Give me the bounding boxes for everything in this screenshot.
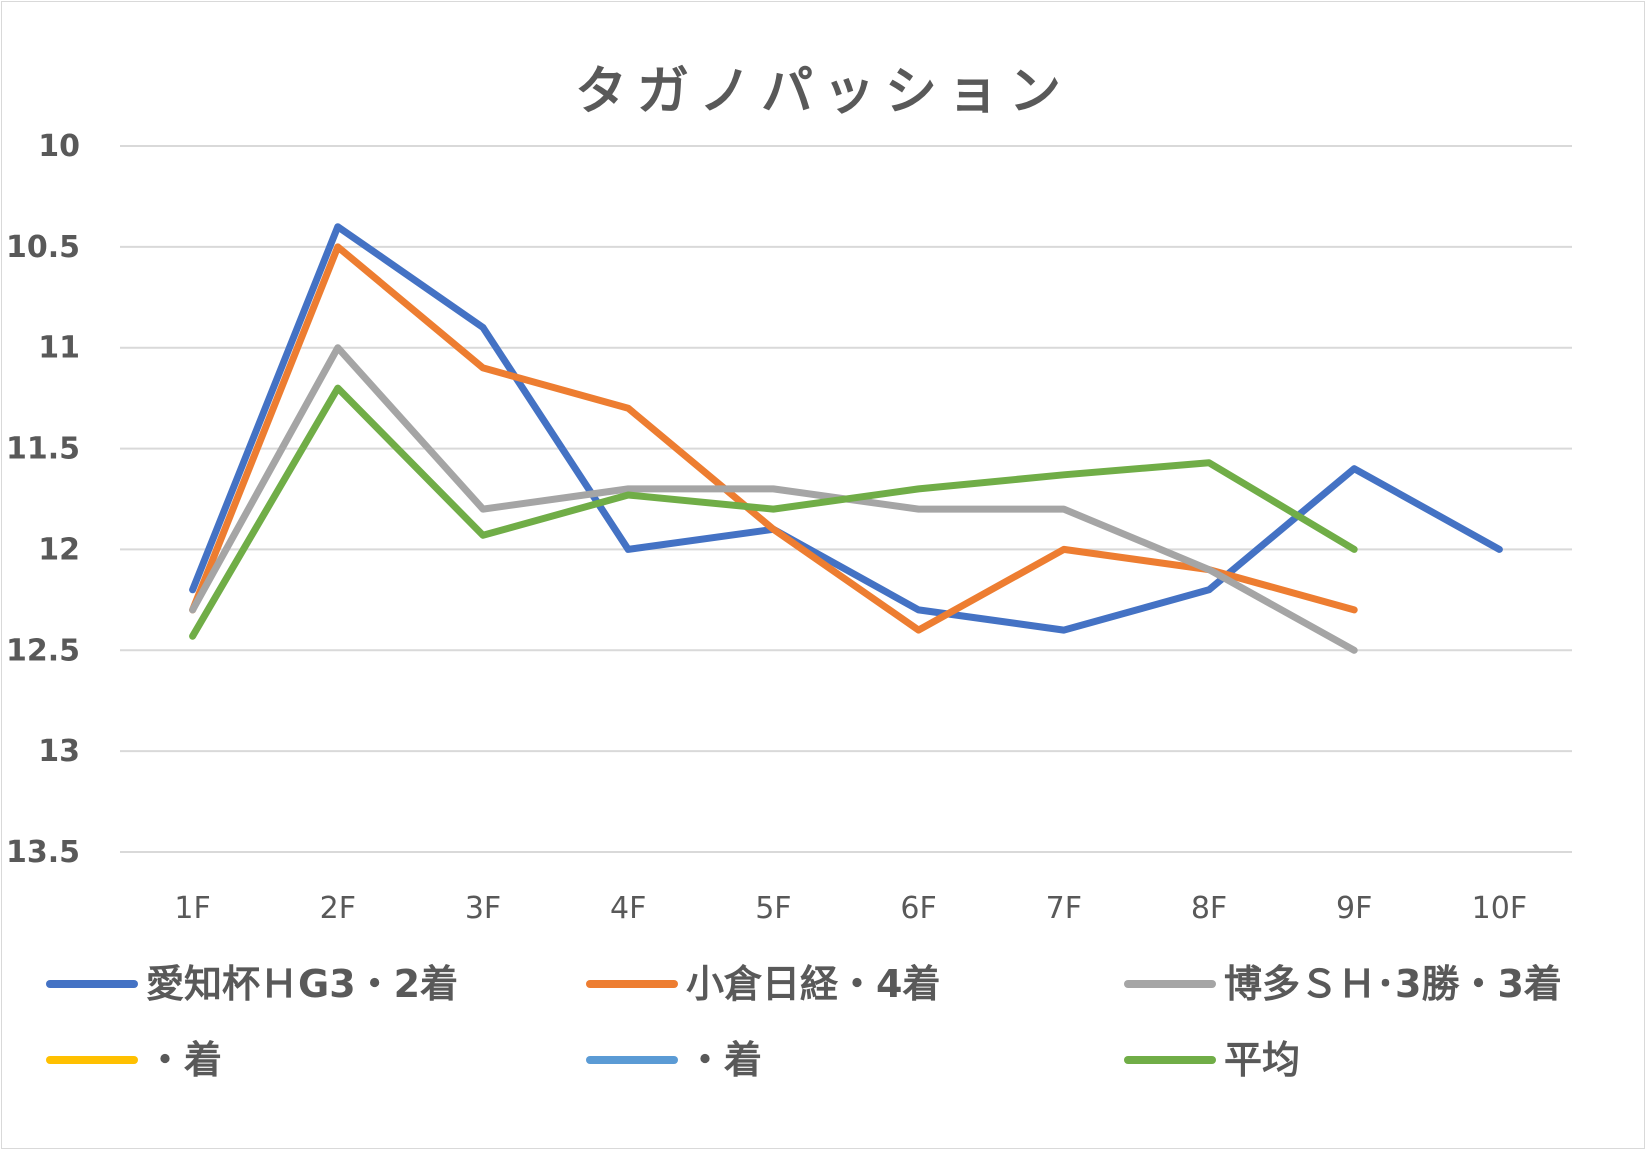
legend-label: 博多ＳＨ･3勝・3着 [1224,962,1562,1006]
x-tick-label: 4F [610,891,646,926]
y-tick-label: 11 [38,331,80,366]
x-tick-label: 1F [174,891,210,926]
x-tick-label: 7F [1046,891,1082,926]
x-tick-label: 8F [1191,891,1227,926]
x-axis-ticks: 1F 2F 3F 4F 5F 6F 7F 8F 9F 10F [174,891,1527,926]
y-tick-label: 13 [38,734,80,769]
y-axis-ticks: 10 10.5 11 11.5 12 12.5 13 13.5 [6,129,80,870]
legend-item: 博多ＳＨ･3勝・3着 [1124,962,1562,1006]
x-tick-label: 10F [1472,891,1527,926]
legend-label: ・着 [686,1038,762,1082]
legend-label: 小倉日経・4着 [686,962,940,1006]
legend-item: 平均 [1124,1038,1300,1082]
x-tick-label: 9F [1336,891,1372,926]
series-line-0 [189,223,1503,634]
y-tick-label: 13.5 [6,835,80,870]
y-tick-label: 10.5 [6,230,80,265]
y-tick-label: 12.5 [6,633,80,668]
legend-label: 愛知杯ＨG3・2着 [146,962,458,1006]
series-lines [189,223,1503,654]
legend-item: 小倉日経・4着 [586,962,940,1006]
x-tick-label: 6F [900,891,936,926]
series-line-5 [189,384,1358,640]
legend-label: 平均 [1224,1038,1300,1082]
legend-label: ・着 [146,1038,222,1082]
series-line-1 [189,243,1358,634]
chart-title: タガノパッション [575,62,1071,122]
x-tick-label: 2F [320,891,356,926]
y-tick-label: 12 [38,532,80,567]
legend-item: 愛知杯ＨG3・2着 [46,962,458,1006]
series-line-2 [189,344,1358,654]
legend: 愛知杯ＨG3・2着 小倉日経・4着 博多ＳＨ･3勝・3着・着 ・着 平均 [46,962,1562,1082]
y-tick-label: 10 [38,129,80,164]
x-tick-label: 5F [755,891,791,926]
legend-item: ・着 [586,1038,762,1082]
legend-item: ・着 [46,1038,222,1082]
x-tick-label: 3F [465,891,501,926]
y-tick-label: 11.5 [6,432,80,467]
